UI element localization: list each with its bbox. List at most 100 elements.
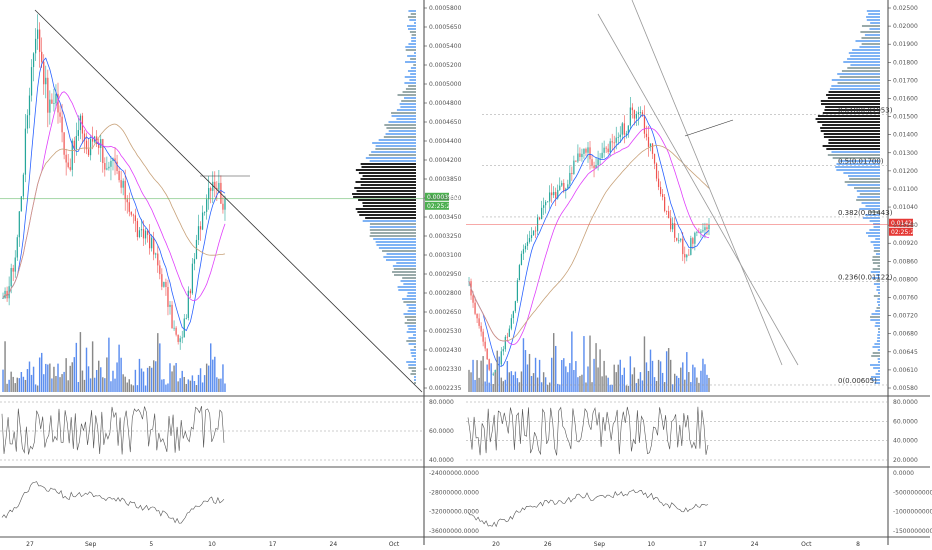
candle-body bbox=[599, 158, 601, 160]
volume-bar bbox=[47, 364, 49, 392]
price-tick-label: 0.0003100 bbox=[429, 252, 462, 259]
candle-body bbox=[474, 302, 476, 314]
volume-bar bbox=[518, 382, 521, 392]
volume-bar bbox=[565, 366, 567, 392]
profile-bar bbox=[385, 259, 416, 261]
profile-bar bbox=[878, 304, 880, 306]
price-tick-label: 0.0002950 bbox=[429, 271, 462, 278]
price-tick-label: 0.0002650 bbox=[429, 309, 462, 316]
volume-bar bbox=[193, 380, 196, 392]
profile-bar bbox=[405, 88, 416, 90]
volume-bar bbox=[688, 372, 690, 392]
volume-bar bbox=[110, 381, 112, 392]
volume-bar bbox=[540, 382, 543, 392]
candle-body bbox=[506, 336, 508, 338]
profile-bar bbox=[404, 82, 416, 84]
profile-bar bbox=[369, 226, 416, 228]
profile-bar bbox=[822, 124, 880, 126]
profile-bar bbox=[394, 274, 416, 276]
volume-bar bbox=[185, 383, 188, 392]
profile-bar bbox=[411, 40, 416, 42]
price-tag-label: 0.01421 bbox=[891, 220, 916, 227]
volume-bar bbox=[597, 367, 599, 392]
candle-body bbox=[6, 290, 8, 299]
volume-bar bbox=[555, 345, 557, 392]
volume-bar bbox=[653, 377, 656, 392]
profile-bar bbox=[843, 172, 880, 174]
volume-bar bbox=[663, 382, 666, 392]
volume-bar bbox=[85, 347, 88, 392]
trendline bbox=[684, 119, 734, 137]
candle-body bbox=[643, 116, 646, 134]
volume-bar bbox=[95, 370, 98, 392]
profile-bar bbox=[410, 349, 416, 351]
candle-body bbox=[185, 317, 187, 319]
profile-bar bbox=[868, 13, 880, 15]
countdown-tag bbox=[425, 201, 449, 210]
profile-bar bbox=[875, 274, 880, 276]
profile-bar bbox=[408, 343, 416, 345]
candle-body bbox=[686, 254, 688, 258]
candle-body bbox=[670, 218, 672, 230]
volume-bar bbox=[514, 371, 517, 392]
candle-body bbox=[573, 160, 575, 175]
candle-body bbox=[478, 318, 480, 326]
volume-bar bbox=[59, 377, 61, 392]
price-tick-label: 0.00680 bbox=[893, 331, 918, 338]
candle-body bbox=[480, 325, 482, 332]
volume-bar bbox=[494, 372, 496, 392]
profile-bar bbox=[362, 205, 416, 207]
price-tick-label: 0.0004800 bbox=[429, 100, 462, 107]
profile-bar bbox=[399, 103, 416, 105]
candle-body bbox=[488, 359, 490, 370]
price-tick-label: 0.01200 bbox=[893, 168, 918, 175]
profile-bar bbox=[872, 256, 880, 258]
profile-bar bbox=[831, 79, 880, 81]
candle-body bbox=[678, 240, 680, 242]
profile-bar bbox=[878, 361, 880, 363]
volume-bar bbox=[4, 341, 6, 392]
volume-bar bbox=[189, 380, 192, 392]
profile-bar bbox=[869, 229, 880, 231]
volume-bar bbox=[575, 361, 577, 392]
price-tick-label: 0.0003250 bbox=[429, 233, 462, 240]
profile-bar bbox=[397, 286, 416, 288]
profile-bar bbox=[410, 13, 416, 15]
volume-bars bbox=[468, 331, 710, 392]
candle-body bbox=[173, 327, 175, 329]
volume-bar bbox=[635, 383, 638, 392]
ma-fast-line bbox=[468, 114, 710, 367]
candle-body bbox=[567, 184, 569, 189]
candle-body bbox=[569, 172, 571, 185]
profile-bar bbox=[837, 73, 880, 75]
volume-bar bbox=[55, 375, 57, 392]
volume-bar bbox=[698, 382, 700, 392]
price-tick-label: 0.0003450 bbox=[429, 214, 462, 221]
volume-bar bbox=[120, 357, 122, 392]
candle-body bbox=[627, 125, 629, 134]
candle-body bbox=[486, 348, 488, 360]
volume-bar bbox=[157, 333, 159, 392]
volume-bar bbox=[199, 368, 202, 392]
profile-bar bbox=[837, 82, 880, 84]
x-tick-label: Oct bbox=[801, 541, 812, 548]
price-tick-label: 0.00580 bbox=[893, 385, 918, 392]
candle-body bbox=[676, 237, 678, 241]
candle-body bbox=[623, 123, 625, 135]
profile-bar bbox=[820, 127, 880, 129]
volume-bar bbox=[516, 378, 519, 392]
volume-bar bbox=[108, 337, 110, 392]
profile-bar bbox=[405, 49, 416, 51]
profile-bar bbox=[411, 370, 416, 372]
candle-body bbox=[583, 148, 585, 154]
candle-body bbox=[587, 147, 589, 153]
volume-bar bbox=[142, 371, 145, 392]
candle-body bbox=[512, 311, 514, 319]
volume-bar bbox=[669, 359, 672, 392]
profile-bar bbox=[406, 340, 416, 342]
profile-bar bbox=[355, 208, 416, 210]
candle-body bbox=[30, 67, 33, 96]
volume-bar bbox=[621, 374, 623, 392]
profile-bar bbox=[365, 217, 416, 219]
candle-body bbox=[134, 215, 136, 222]
